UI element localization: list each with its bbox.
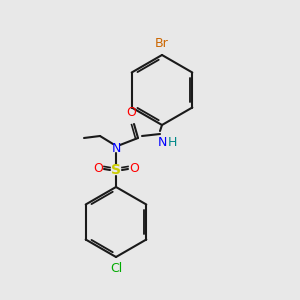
Text: H: H <box>167 136 177 149</box>
Text: N: N <box>157 136 167 149</box>
Text: O: O <box>126 106 136 119</box>
Text: O: O <box>129 163 139 176</box>
Text: S: S <box>111 163 121 177</box>
Text: Cl: Cl <box>110 262 122 275</box>
Text: N: N <box>111 142 121 154</box>
Text: O: O <box>93 163 103 176</box>
Text: Br: Br <box>155 37 169 50</box>
